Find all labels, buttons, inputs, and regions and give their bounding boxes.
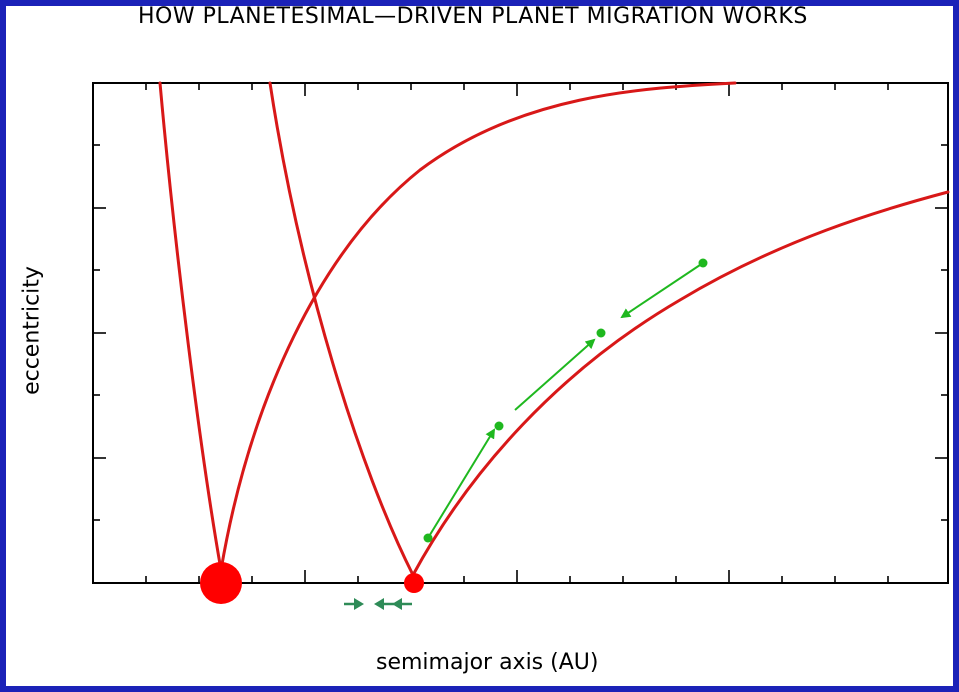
inner-planet-left-boundary xyxy=(158,81,223,572)
small-planet xyxy=(404,573,424,593)
figure-title: HOW PLANETESIMAL—DRIVEN PLANET MIGRATION… xyxy=(138,4,808,29)
y-ticks-right xyxy=(935,144,948,521)
migration-arrows xyxy=(344,598,412,610)
y-ticks xyxy=(93,144,106,521)
arrow-left-icon xyxy=(392,598,402,610)
arrow-right-icon xyxy=(354,598,364,610)
path-point-3 xyxy=(596,328,606,338)
inner-planet-right-boundary xyxy=(219,81,737,572)
path-point-2 xyxy=(494,421,504,431)
arrow-left-icon xyxy=(374,598,384,610)
plot-box xyxy=(92,82,949,584)
large-planet xyxy=(200,562,242,604)
path-arrow-1 xyxy=(427,428,496,539)
outer-planet-left-boundary xyxy=(268,81,415,577)
path-arrow-2 xyxy=(514,338,596,411)
planetesimal-path xyxy=(423,258,708,543)
x-ticks-top xyxy=(145,83,889,96)
path-arrow-3 xyxy=(620,262,704,319)
outer-planet-right-boundary xyxy=(411,190,950,577)
path-point-4 xyxy=(698,258,708,268)
x-axis-label: semimajor axis (AU) xyxy=(376,650,599,675)
y-axis-label: eccentricity xyxy=(19,266,45,395)
